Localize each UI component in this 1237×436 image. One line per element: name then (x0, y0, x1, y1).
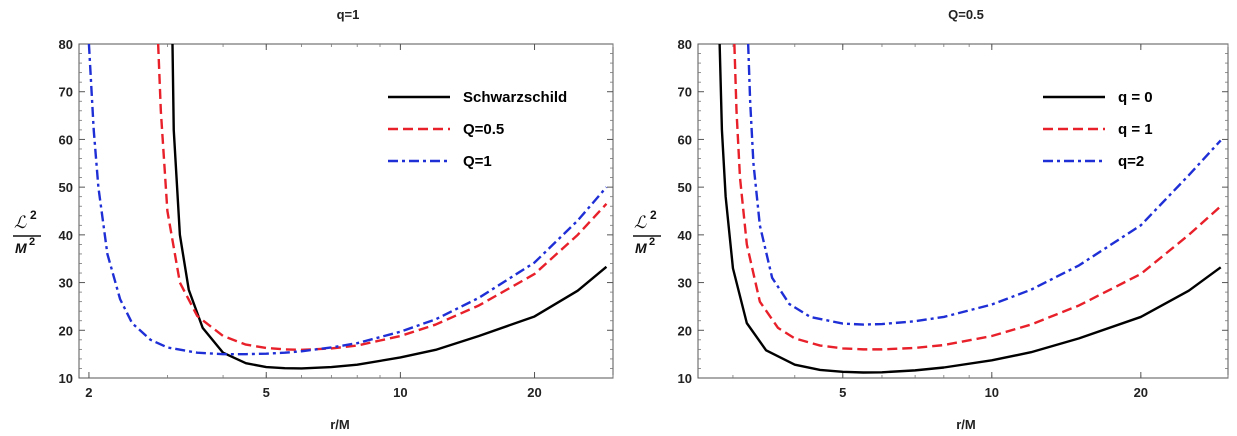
y-label-numerator-sup: 2 (650, 208, 657, 222)
legend-label: q = 0 (1118, 89, 1153, 106)
y-tick-label: 60 (678, 132, 692, 147)
y-tick-label: 40 (59, 228, 73, 243)
y-tick-label: 30 (678, 276, 692, 291)
y-label-numerator-sup: 2 (30, 208, 37, 222)
y-tick-label: 20 (59, 323, 73, 338)
chart-title: q=1 (337, 7, 360, 22)
y-label-denominator-sup: 2 (29, 236, 35, 248)
y-label-denominator: M (635, 240, 647, 256)
x-axis-label: r/M (956, 417, 976, 432)
legend-label: q = 1 (1118, 121, 1153, 138)
x-tick-label: 10 (985, 385, 999, 400)
y-tick-label: 50 (59, 180, 73, 195)
plot-frame (78, 43, 614, 379)
legend-label: q=2 (1118, 153, 1144, 170)
y-label-numerator: ℒ (634, 213, 647, 232)
legend-label: Q=1 (463, 153, 492, 170)
plot-frame (697, 43, 1229, 379)
x-axis-label: r/M (330, 417, 350, 432)
y-tick-label: 60 (59, 132, 73, 147)
legend: Schwarzschild Q=0.5 Q=1 (388, 89, 567, 170)
series-line-q-1 (733, 44, 1222, 351)
chart-panel-left: q=1 ℒ 2 M 2 r/M 10 20 30 40 50 60 70 80 2 5 10 20 Sc… (13, 7, 614, 432)
y-tick-label: 20 (678, 323, 692, 338)
y-tick-label: 40 (678, 228, 692, 243)
y-axis-label: ℒ 2 M 2 (13, 208, 41, 256)
y-label-denominator: M (15, 240, 27, 256)
chart-panel-right: Q=0.5 ℒ 2 M 2 r/M 10 20 30 40 50 60 70 80 5 10 20 q… (633, 7, 1229, 432)
y-tick-label: 80 (59, 37, 73, 52)
legend-label: Schwarzschild (463, 89, 567, 106)
x-tick-label: 20 (1134, 385, 1148, 400)
y-tick-label: 80 (678, 37, 692, 52)
y-tick-label: 30 (59, 276, 73, 291)
series-line-q-1 (87, 44, 608, 356)
series-line-q-0 (718, 44, 1222, 374)
y-axis-label: ℒ 2 M 2 (633, 208, 661, 256)
y-tick-label: 10 (59, 371, 73, 386)
x-tick-label: 20 (527, 385, 541, 400)
y-label-denominator-sup: 2 (649, 236, 655, 248)
x-tick-label: 2 (85, 385, 92, 400)
y-label-numerator: ℒ (14, 213, 27, 232)
x-tick-label: 5 (839, 385, 846, 400)
series-line-schwarzschild (171, 44, 608, 370)
series-line-q-2 (746, 44, 1222, 326)
y-tick-label: 70 (678, 85, 692, 100)
series-group (718, 44, 1222, 374)
chart-title: Q=0.5 (948, 7, 984, 22)
x-tick-label: 10 (393, 385, 407, 400)
series-group (87, 44, 608, 370)
y-tick-label: 10 (678, 371, 692, 386)
legend-label: Q=0.5 (463, 121, 504, 138)
y-tick-label: 70 (59, 85, 73, 100)
legend: q = 0 q = 1 q=2 (1043, 89, 1153, 170)
x-tick-label: 5 (263, 385, 270, 400)
series-line-q-0-5 (156, 44, 608, 352)
y-tick-label: 50 (678, 180, 692, 195)
